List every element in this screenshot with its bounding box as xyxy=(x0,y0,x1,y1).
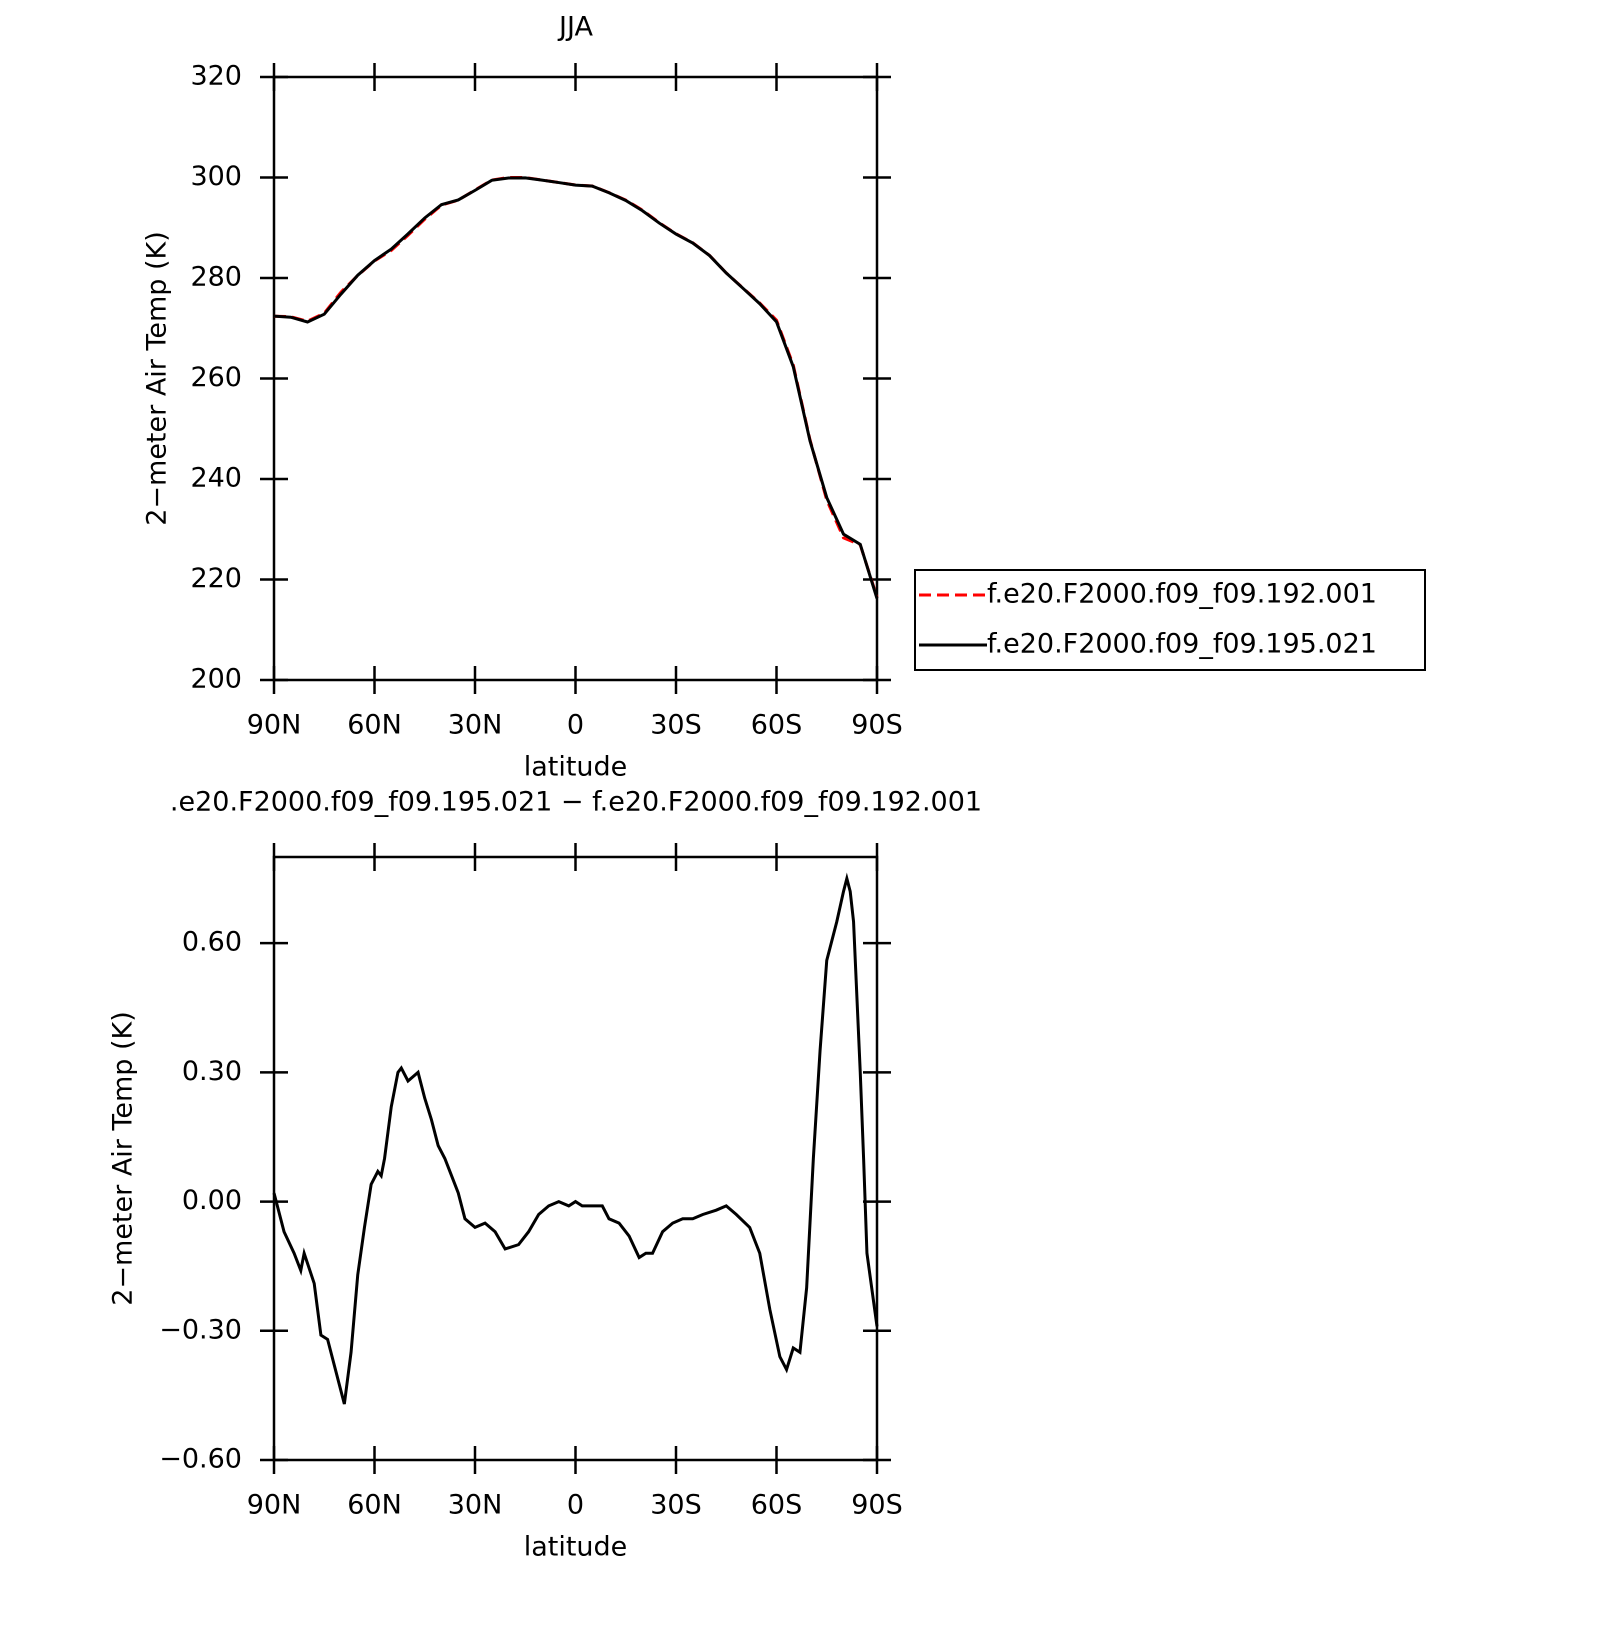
y-tick-label: 220 xyxy=(190,563,242,594)
x-axis-label: latitude xyxy=(524,1532,628,1563)
x-tick-label: 60N xyxy=(347,710,402,741)
chart-title: JJA xyxy=(557,12,593,43)
legend-label: f.e20.F2000.f09_f09.192.001 xyxy=(987,579,1377,610)
y-tick-label: 200 xyxy=(190,664,242,695)
legend-box xyxy=(914,569,1426,671)
x-tick-label: 90N xyxy=(247,1490,302,1521)
x-tick-label: 90N xyxy=(247,710,302,741)
plot-frame xyxy=(272,75,879,682)
y-tick-label: 260 xyxy=(190,362,242,393)
y-tick-label: −0.30 xyxy=(159,1314,242,1345)
data-line xyxy=(273,176,879,598)
y-axis-label: 2−meter Air Temp (K) xyxy=(142,231,173,526)
x-tick-label: 0 xyxy=(567,1490,584,1521)
x-tick-label: 30S xyxy=(650,1490,702,1521)
x-tick-label: 30N xyxy=(448,710,503,741)
y-tick-label: 300 xyxy=(190,161,242,192)
x-axis-label: latitude xyxy=(524,752,628,783)
x-tick-label: 0 xyxy=(567,710,584,741)
plot-frame xyxy=(272,855,879,1462)
x-tick-label: 90S xyxy=(851,1490,903,1521)
x-tick-label: 60S xyxy=(751,710,803,741)
data-line xyxy=(272,872,879,1405)
x-tick-label: 90S xyxy=(851,710,903,741)
x-tick-label: 60N xyxy=(347,1490,402,1521)
x-tick-label: 30S xyxy=(650,710,702,741)
data-line xyxy=(273,176,879,599)
y-tick-label: 240 xyxy=(190,463,242,494)
x-tick-label: 30N xyxy=(448,1490,503,1521)
y-tick-label: 0.30 xyxy=(182,1056,242,1087)
y-tick-label: 320 xyxy=(190,61,242,92)
y-axis-label: 2−meter Air Temp (K) xyxy=(108,1011,139,1306)
y-tick-label: 280 xyxy=(190,262,242,293)
x-tick-label: 60S xyxy=(751,1490,803,1521)
legend-label: f.e20.F2000.f09_f09.195.021 xyxy=(987,629,1377,660)
y-tick-label: 0.00 xyxy=(182,1185,242,1216)
chart-title: .e20.F2000.f09_f09.195.021 − f.e20.F2000… xyxy=(170,787,982,818)
y-tick-label: −0.60 xyxy=(159,1444,242,1475)
y-tick-label: 0.60 xyxy=(182,927,242,958)
